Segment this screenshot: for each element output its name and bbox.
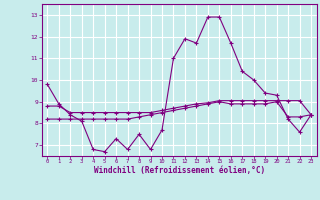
X-axis label: Windchill (Refroidissement éolien,°C): Windchill (Refroidissement éolien,°C) <box>94 166 265 175</box>
